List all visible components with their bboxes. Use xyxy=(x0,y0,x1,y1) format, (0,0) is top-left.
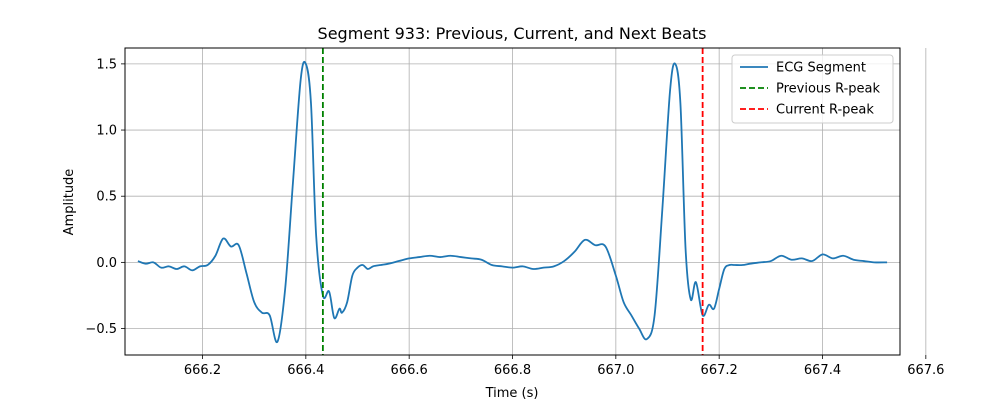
x-tick-label: 666.8 xyxy=(494,363,531,378)
y-tick-label: 1.5 xyxy=(96,57,117,72)
y-tick-label: 1.0 xyxy=(96,124,117,139)
x-axis-label: Time (s) xyxy=(485,386,539,400)
y-tick-label: 0.0 xyxy=(96,256,117,271)
x-tick-label: 667.0 xyxy=(597,363,634,378)
y-axis-label: Amplitude xyxy=(62,169,77,236)
y-tick-label: 0.5 xyxy=(96,190,117,205)
series-line-ecg-segment xyxy=(137,60,888,343)
y-tick-label: −0.5 xyxy=(85,322,117,337)
chart-title: Segment 933: Previous, Current, and Next… xyxy=(318,24,707,43)
x-tick-label: 666.2 xyxy=(184,363,221,378)
legend: ECG Segment Previous R-peak Current R-peak xyxy=(731,54,894,124)
x-tick-label: 667.2 xyxy=(701,363,738,378)
x-tick-label: 667.6 xyxy=(907,363,944,378)
x-tick-label: 667.4 xyxy=(804,363,841,378)
legend-box xyxy=(731,54,894,124)
x-tick-label: 666.4 xyxy=(287,363,324,378)
legend-label-ecg-segment: ECG Segment xyxy=(776,61,866,76)
legend-label-previous-r-peak: Previous R-peak xyxy=(776,82,880,97)
axes: 666.2 666.4 666.6 666.8 667.0 667.2 667.4 667.6… xyxy=(85,57,944,378)
x-tick-label: 666.6 xyxy=(391,363,428,378)
plot-area xyxy=(137,48,888,355)
legend-label-current-r-peak: Current R-peak xyxy=(776,103,874,118)
